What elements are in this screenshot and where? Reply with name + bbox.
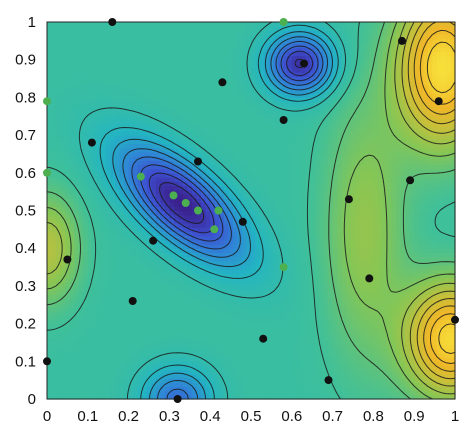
- data-point: [128, 297, 137, 305]
- data-point: [210, 225, 219, 234]
- field-fill: [47, 22, 456, 400]
- data-point: [300, 59, 308, 68]
- x-tick-label: 0.9: [404, 408, 425, 425]
- y-tick-label: 0.1: [15, 353, 36, 370]
- data-point: [63, 255, 72, 264]
- data-point: [238, 217, 247, 226]
- series-0: [43, 18, 459, 403]
- x-tick-label: 0.5: [241, 408, 262, 425]
- contour-level: [122, 36, 329, 400]
- y-tick-label: 0.5: [15, 203, 36, 220]
- data-point: [87, 138, 96, 147]
- x-tick-label: 0.1: [77, 408, 98, 425]
- contour-level: [426, 41, 456, 354]
- x-tick-label: 0.4: [200, 408, 221, 425]
- plot-area: [43, 18, 459, 403]
- y-tick-label: 0.2: [15, 316, 36, 333]
- contour-level: [78, 21, 347, 400]
- y-tick-label: 0.8: [15, 89, 36, 106]
- data-point: [194, 206, 202, 215]
- data-point: [43, 97, 51, 106]
- data-point: [279, 116, 288, 124]
- contour-level: [131, 40, 324, 400]
- contour-level: [46, 21, 456, 400]
- data-point: [324, 376, 333, 385]
- y-tick-label: 0: [28, 391, 36, 408]
- x-tick-label: 0.8: [363, 408, 384, 425]
- data-point: [43, 357, 51, 366]
- data-point: [108, 18, 117, 26]
- data-point: [136, 172, 145, 181]
- x-axis: 0 0.1 0.2 0.3 0.4 0.5 0.6 0.7 0.8 0.9 1: [43, 408, 459, 425]
- y-tick-label: 1: [28, 14, 36, 31]
- data-point: [259, 334, 268, 343]
- data-point: [218, 78, 227, 87]
- y-tick-label: 0.7: [15, 127, 36, 144]
- y-tick-label: 0.4: [15, 240, 36, 257]
- x-tick-label: 0: [43, 408, 51, 425]
- y-tick-label: 0.3: [15, 278, 36, 295]
- data-point: [344, 195, 353, 204]
- data-point: [149, 236, 158, 245]
- series-1: [43, 18, 288, 272]
- data-point: [406, 176, 415, 185]
- contour-level: [419, 29, 456, 364]
- contour-level: [407, 21, 456, 380]
- data-point: [451, 315, 459, 324]
- contour-level: [139, 45, 319, 242]
- contour-level: [401, 21, 456, 387]
- data-point: [173, 395, 182, 403]
- data-point: [279, 18, 288, 26]
- data-point: [181, 199, 190, 207]
- x-tick-label: 0.6: [281, 408, 302, 425]
- data-point: [434, 97, 443, 106]
- data-point: [169, 191, 178, 200]
- x-tick-label: 0.3: [159, 408, 180, 425]
- data-point: [194, 157, 202, 166]
- plot-frame: [46, 21, 456, 400]
- contour-lines: [46, 21, 456, 400]
- contour-level: [112, 31, 333, 400]
- y-tick-label: 0.6: [15, 165, 36, 182]
- data-point: [279, 263, 288, 272]
- contour-level: [46, 21, 456, 400]
- data-point: [43, 168, 51, 177]
- data-point: [398, 36, 406, 45]
- data-point: [214, 206, 223, 215]
- x-tick-label: 0.2: [118, 408, 139, 425]
- contour-level: [46, 21, 456, 400]
- x-tick-label: 1: [451, 408, 459, 425]
- contour-level: [46, 21, 456, 395]
- y-axis: 0 0.1 0.2 0.3 0.4 0.5 0.6 0.7 0.8 0.9 1: [15, 14, 36, 408]
- contour-level: [413, 21, 456, 372]
- x-tick-label: 0.7: [322, 408, 343, 425]
- data-point: [365, 274, 374, 283]
- y-tick-label: 0.9: [15, 52, 36, 69]
